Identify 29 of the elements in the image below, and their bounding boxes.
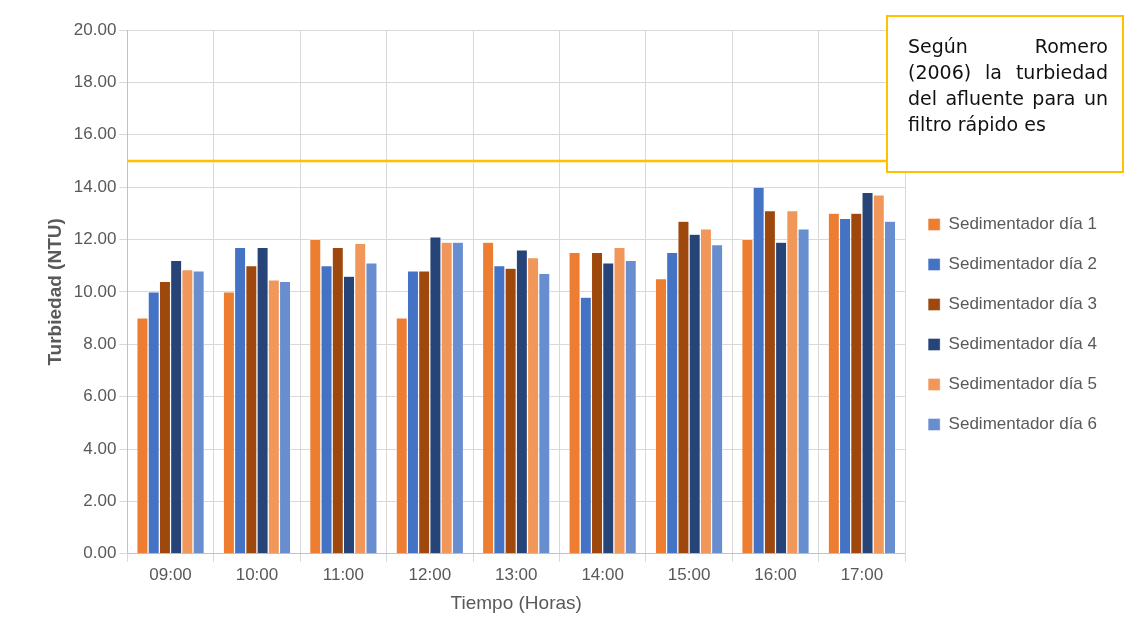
x-tick-label: 14:00	[581, 564, 624, 584]
y-tick-label: 4.00	[83, 438, 117, 458]
x-tick-label: 11:00	[322, 564, 365, 584]
y-tick-label: 14.00	[73, 176, 117, 196]
y-tick-label: 2.00	[83, 491, 117, 511]
y-tick-label: 20.00	[73, 19, 117, 39]
y-tick-label: 6.00	[83, 386, 117, 406]
x-tick-label: 17:00	[840, 564, 884, 584]
y-axis-title: Turbiedad (NTU)	[43, 218, 65, 366]
y-tick-label: 12.00	[73, 229, 117, 249]
legend-label: Sedimentador día 5	[948, 374, 1098, 394]
legend-label: Sedimentador día 6	[948, 414, 1098, 434]
x-axis-title: Tiempo (Horas)	[450, 591, 582, 613]
legend-label: Sedimentador día 3	[948, 294, 1098, 314]
x-tick-label: 10:00	[235, 564, 279, 584]
x-tick-label: 12:00	[408, 564, 452, 584]
y-tick-label: 8.00	[83, 333, 117, 353]
x-tick-label: 13:00	[494, 564, 538, 584]
legend-label: Sedimentador día 4	[948, 334, 1098, 354]
y-tick-label: 10.00	[73, 281, 117, 301]
x-tick-label: 15:00	[667, 564, 711, 584]
y-tick-label: 0.00	[83, 543, 117, 563]
x-tick-label: 16:00	[754, 564, 797, 584]
note-box: Según Romero (2006) la turbiedad del afluente para un filtro rápido es	[886, 15, 1124, 173]
y-tick-label: 18.00	[73, 72, 117, 92]
legend-label: Sedimentador día 1	[948, 214, 1098, 234]
y-tick-label: 16.00	[73, 124, 117, 144]
legend-label: Sedimentador día 2	[948, 254, 1098, 274]
x-tick-label: 09:00	[149, 564, 192, 584]
